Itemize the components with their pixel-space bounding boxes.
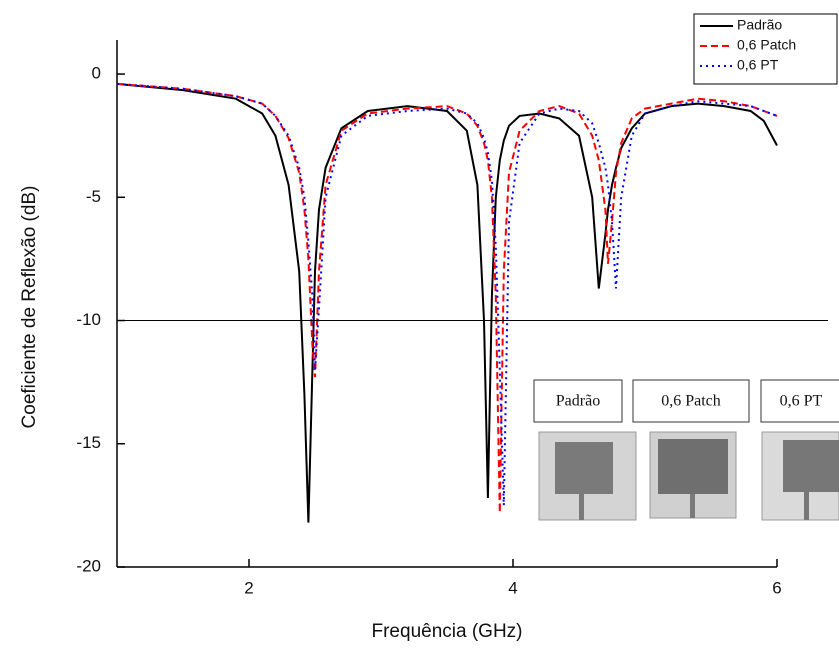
x-tick-label: 6 (772, 578, 781, 597)
inset-box (632, 379, 750, 423)
feed (579, 494, 584, 520)
series-line (116, 82, 778, 523)
legend-label: Padrão (737, 17, 782, 33)
legend-label: 0,6 Patch (737, 37, 796, 53)
y-tick-label: -10 (76, 310, 101, 329)
patch (555, 442, 613, 494)
series-line (116, 82, 778, 506)
y-axis-label: Coeficiente de Reflexão (dB) (19, 186, 40, 429)
series-line (116, 82, 778, 513)
inset-label: Padrão (556, 393, 600, 410)
feed (690, 494, 695, 518)
feed (804, 492, 809, 520)
x-tick-label: 2 (244, 578, 253, 597)
patch (658, 439, 728, 494)
inset (533, 379, 839, 521)
y-tick-label: -5 (86, 187, 101, 206)
inset-label: 0,6 PT (780, 393, 823, 410)
y-tick-label: 0 (92, 64, 101, 83)
inset-box (533, 379, 623, 423)
y-tick-label: -20 (76, 556, 101, 575)
patch (783, 440, 839, 492)
y-tick-label: -15 (76, 433, 101, 452)
inset-label: 0,6 Patch (661, 393, 721, 410)
inset-box (760, 379, 839, 423)
legend-label: 0,6 PT (737, 57, 779, 73)
x-tick-label: 4 (508, 578, 517, 597)
x-axis-label: Frequência (GHz) (372, 621, 523, 642)
